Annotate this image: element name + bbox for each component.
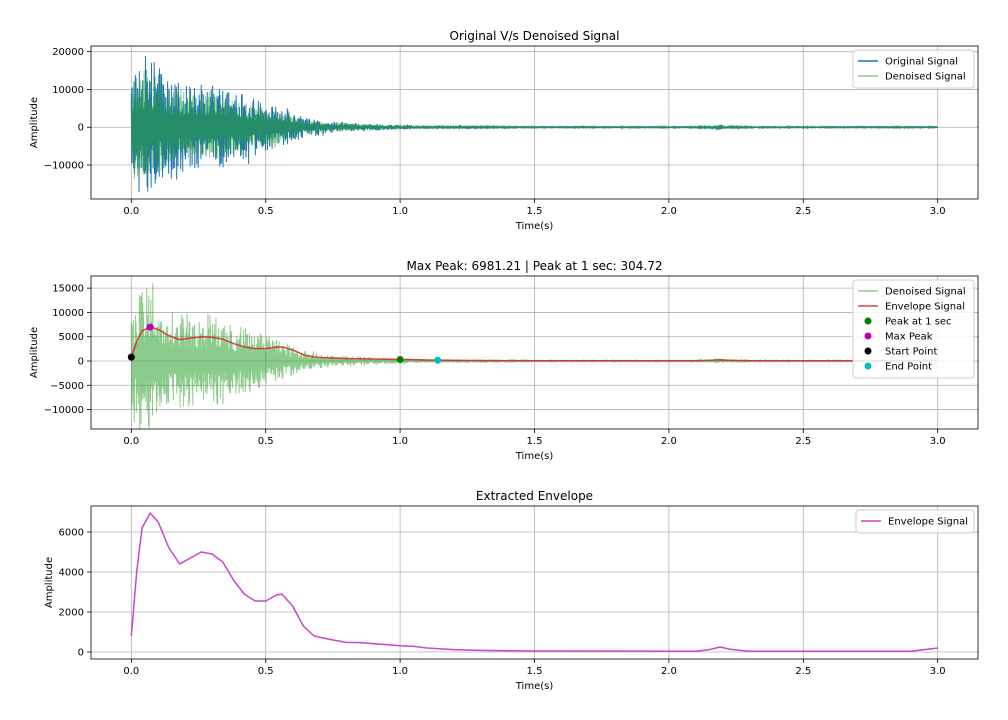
marker-start-point — [127, 353, 135, 361]
x-tick-label: 2.0 — [661, 436, 677, 447]
y-tick-label: 6000 — [59, 528, 84, 539]
chart-panel-2: 0.0 0.5 1.0 1.5 2.0 2.5 3.0 −10000 −5000 0 5000 100… — [29, 259, 979, 462]
x-tick-label: 1.0 — [392, 206, 408, 217]
x-tick-label: 3.0 — [930, 436, 946, 447]
chart-title: Max Peak: 6981.21 | Peak at 1 sec: 304.7… — [407, 259, 663, 273]
y-tick-label: 0 — [78, 357, 84, 368]
x-tick-label: 1.5 — [527, 436, 543, 447]
x-tick-label: 0.5 — [258, 206, 274, 217]
series-envelope-signal — [130, 326, 938, 362]
x-tick-label: 1.5 — [527, 206, 543, 217]
legend-box — [855, 509, 975, 534]
x-tick-label: 2.5 — [795, 666, 811, 677]
legend-label-end-point: End Point — [885, 362, 932, 373]
x-tick-label: 3.0 — [930, 666, 946, 677]
series-denoised-signal — [130, 71, 939, 179]
plot-content — [130, 512, 938, 652]
legend-marker-end-point — [864, 362, 872, 370]
legend: Envelope Signal — [855, 509, 975, 534]
y-tick-label: −5000 — [50, 381, 84, 392]
legend-box — [852, 279, 975, 379]
x-tick-label: 2.5 — [795, 436, 811, 447]
x-tick-label: 1.0 — [392, 666, 408, 677]
y-tick-label: 10000 — [52, 85, 84, 96]
legend-label-envelope-signal: Envelope Signal — [885, 302, 965, 313]
y-tick-label: 2000 — [59, 608, 84, 619]
legend-label-envelope-signal: Envelope Signal — [888, 517, 968, 528]
y-axis-label: Amplitude — [44, 557, 55, 608]
legend: Denoised Signal Envelope Signal Peak at 1 … — [852, 279, 975, 379]
x-tick-label: 1.5 — [527, 666, 543, 677]
legend-label-denoised-signal: Denoised Signal — [885, 287, 966, 298]
x-tick-label: 0.0 — [123, 666, 139, 677]
chart-panel-1: 0.0 0.5 1.0 1.5 2.0 2.5 3.0 −10000 0 10000 20000 Or… — [29, 29, 979, 232]
plot-content — [130, 283, 939, 429]
legend-marker-start-point — [864, 347, 872, 355]
legend-label-start-point: Start Point — [885, 347, 938, 358]
legend-box — [852, 49, 975, 89]
y-tick-label: 15000 — [52, 284, 84, 295]
plot-content — [130, 55, 939, 193]
legend-label-max-peak: Max Peak — [885, 332, 933, 343]
y-tick-label: 20000 — [52, 47, 84, 58]
chart-title: Extracted Envelope — [476, 489, 593, 503]
y-tick-label: −10000 — [44, 161, 84, 172]
x-tick-label: 0.5 — [258, 666, 274, 677]
chart-panel-3: 0.0 0.5 1.0 1.5 2.0 2.5 3.0 0 2000 4000 6000 Extrac… — [44, 489, 979, 692]
y-axis-label: Amplitude — [29, 97, 40, 148]
legend: Original Signal Denoised Signal — [852, 49, 975, 89]
x-tick-label: 0.0 — [123, 436, 139, 447]
marker-end-point — [434, 356, 442, 364]
x-tick-label: 3.0 — [930, 206, 946, 217]
x-tick-label: 0.0 — [123, 206, 139, 217]
legend-label-denoised-signal: Denoised Signal — [885, 72, 966, 83]
legend-marker-max-peak — [864, 332, 872, 340]
marker-max-peak — [146, 323, 154, 331]
x-tick-label: 2.0 — [661, 666, 677, 677]
y-tick-label: −10000 — [44, 405, 84, 416]
y-tick-label: 4000 — [59, 568, 84, 579]
x-tick-label: 2.5 — [795, 206, 811, 217]
legend-label-original-signal: Original Signal — [885, 57, 958, 68]
chart-title: Original V/s Denoised Signal — [450, 29, 620, 43]
x-tick-label: 1.0 — [392, 436, 408, 447]
y-tick-label: 0 — [78, 123, 84, 134]
y-axis-label: Amplitude — [29, 327, 40, 378]
y-tick-label: 0 — [78, 648, 84, 659]
x-tick-label: 2.0 — [661, 206, 677, 217]
legend-marker-peak-at-1-sec — [864, 317, 872, 325]
y-tick-label: 10000 — [52, 308, 84, 319]
y-tick-label: 5000 — [59, 332, 84, 343]
legend-label-peak-at-1-sec: Peak at 1 sec — [885, 317, 952, 328]
x-tick-label: 0.5 — [258, 436, 274, 447]
x-axis-label: Time(s) — [515, 451, 554, 462]
x-axis-label: Time(s) — [515, 681, 554, 692]
series-envelope-signal — [130, 512, 938, 652]
x-axis-label: Time(s) — [515, 221, 554, 232]
marker-peak-at-1-sec — [396, 356, 404, 364]
